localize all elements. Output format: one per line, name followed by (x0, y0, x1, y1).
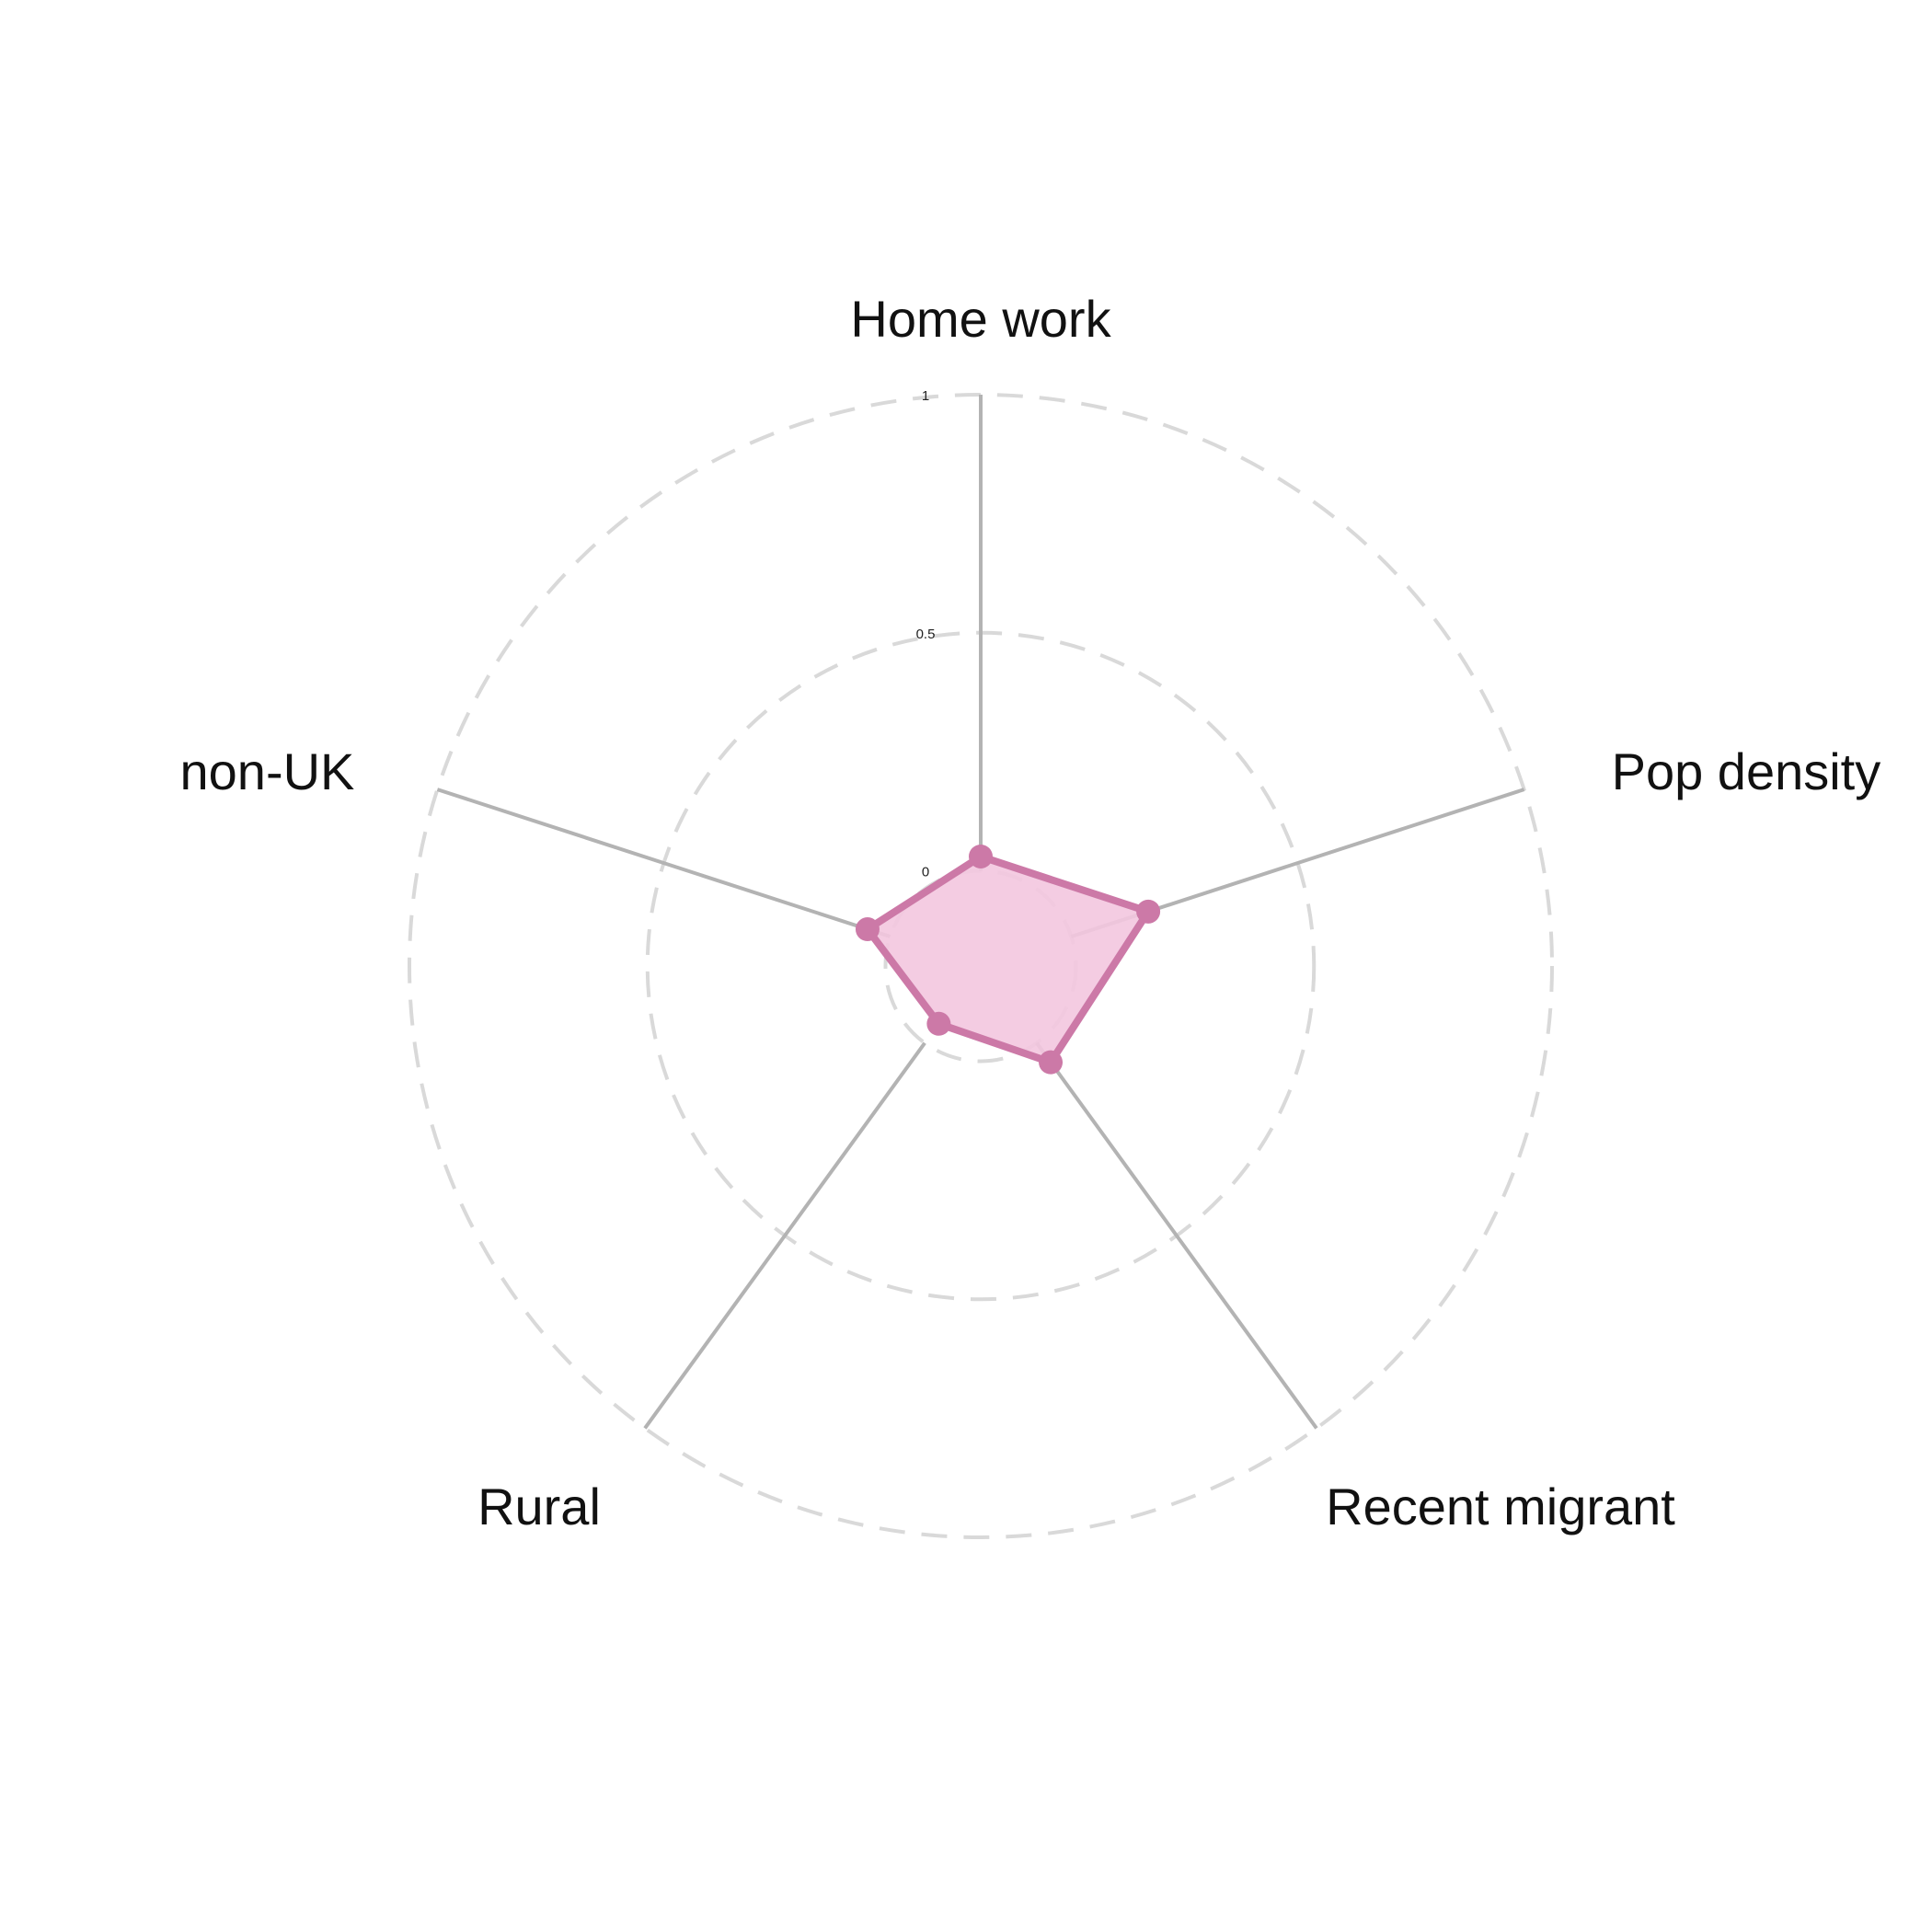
axis-label-home-work: Home work (850, 290, 1111, 348)
series-polygon-0 (863, 852, 1153, 1066)
axis-spoke-3 (643, 1041, 926, 1430)
axis-label-recent-migrant: Recent migrant (1326, 1478, 1675, 1535)
grid-ring-0 (408, 393, 1554, 1539)
axis-label-non-uk: non-UK (180, 742, 355, 800)
series-point-0-2 (1039, 1050, 1064, 1075)
axis-spoke-2 (1035, 1041, 1318, 1430)
series-area (863, 852, 1153, 1066)
axis-label-rural: Rural (477, 1478, 601, 1535)
series-point-0-3 (926, 1011, 951, 1036)
series-point-0-4 (855, 917, 880, 942)
tick-labels: 10.50 (916, 388, 936, 880)
axis-labels: Home work Pop density Recent migrant Rural n… (180, 290, 1881, 1535)
axis-spoke-4 (436, 788, 891, 938)
axis-label-pop-density: Pop density (1612, 742, 1881, 800)
tick-label-0: 1 (922, 388, 929, 404)
series-point-0-1 (1136, 899, 1161, 924)
series-point-0-0 (969, 844, 993, 868)
tick-label-1: 0.5 (916, 627, 936, 642)
series-points (855, 844, 1161, 1075)
tick-label-2: 0 (922, 865, 929, 880)
